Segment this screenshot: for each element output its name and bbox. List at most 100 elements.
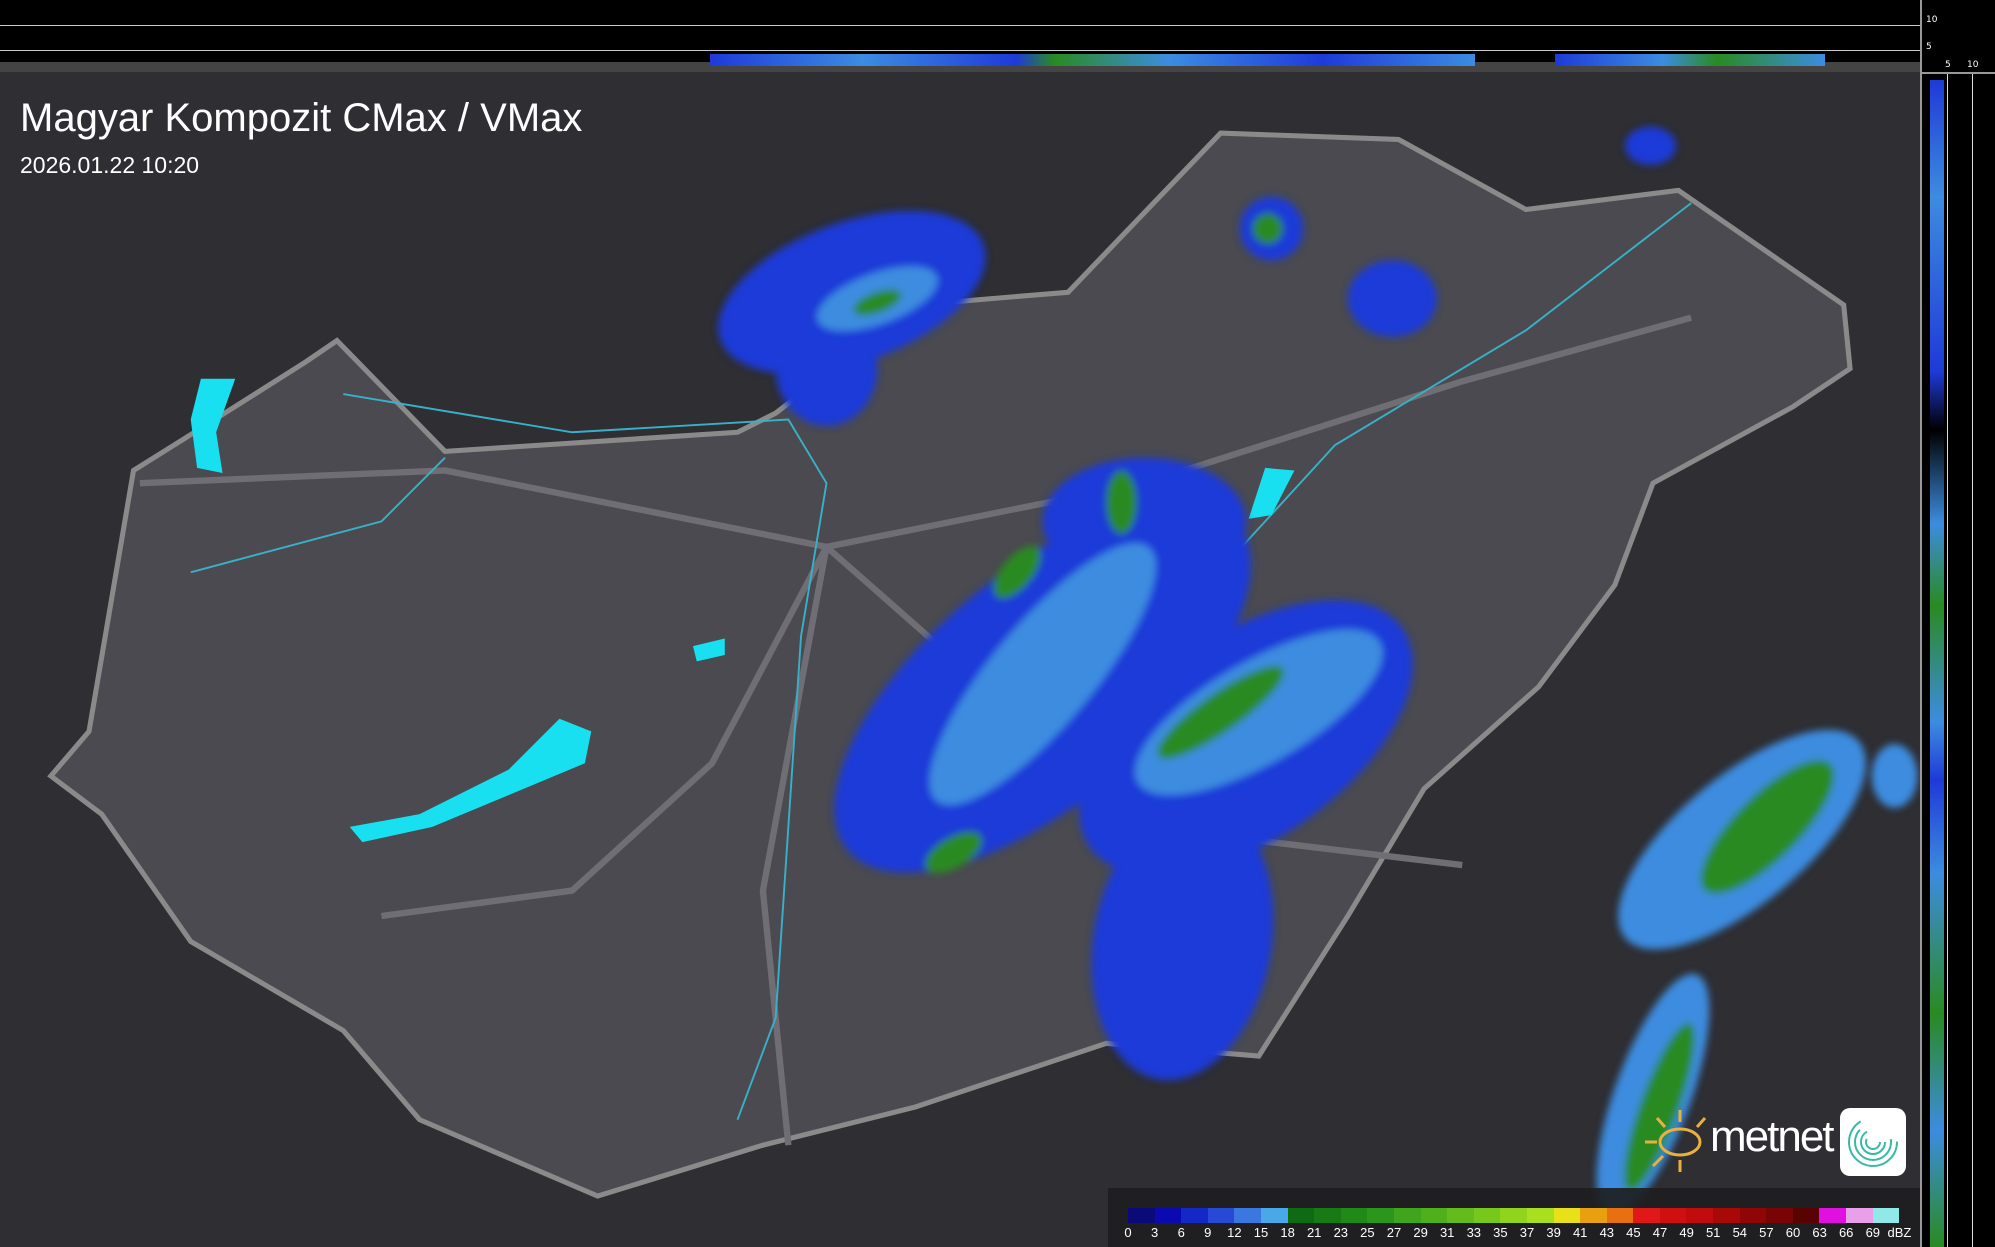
vertical-tick: 10 bbox=[1926, 15, 1938, 25]
legend-label: 6 bbox=[1177, 1225, 1185, 1240]
legend-label: 37 bbox=[1519, 1225, 1535, 1240]
legend-swatch bbox=[1340, 1208, 1368, 1223]
legend-swatch bbox=[1526, 1208, 1554, 1223]
legend-label: 45 bbox=[1626, 1225, 1641, 1240]
vertical-tick: 5 bbox=[1926, 42, 1932, 52]
metnet-logo: metnet bbox=[1635, 1100, 1915, 1180]
echo-weak bbox=[1091, 802, 1274, 1081]
echo-weak bbox=[1347, 260, 1437, 337]
legend-label: 3 bbox=[1150, 1225, 1159, 1240]
echo-mid bbox=[929, 543, 1156, 806]
legend-label: 9 bbox=[1204, 1225, 1212, 1240]
grid-line bbox=[0, 50, 1920, 51]
echo-weak bbox=[1042, 457, 1247, 586]
grid-line bbox=[1972, 74, 1973, 1247]
radar-echoes bbox=[718, 126, 1918, 1215]
legend-label: 25 bbox=[1360, 1225, 1375, 1240]
map-timestamp: 2026.01.22 10:20 bbox=[20, 152, 200, 178]
legend-swatch bbox=[1580, 1208, 1607, 1223]
grid-line bbox=[1922, 72, 1995, 74]
legend-label: 27 bbox=[1386, 1225, 1402, 1240]
legend-label: 18 bbox=[1280, 1225, 1295, 1240]
echo-strong bbox=[853, 289, 902, 316]
legend-swatch bbox=[1553, 1208, 1581, 1223]
legend-swatch bbox=[1420, 1208, 1448, 1223]
legend-swatch bbox=[1606, 1208, 1634, 1223]
legend-label: 35 bbox=[1493, 1225, 1508, 1240]
echo-strong bbox=[1700, 759, 1835, 894]
echo-weak bbox=[1871, 744, 1918, 808]
legend-swatch bbox=[1447, 1208, 1474, 1223]
legend-label: 69 bbox=[1865, 1225, 1881, 1240]
legend-swatch bbox=[1792, 1208, 1820, 1223]
legend-label: 63 bbox=[1812, 1225, 1827, 1240]
legend-swatch bbox=[1500, 1208, 1527, 1223]
legend-label: 49 bbox=[1679, 1225, 1694, 1240]
legend-swatch bbox=[1181, 1208, 1208, 1223]
echo-strong bbox=[1106, 470, 1137, 535]
legend-swatch bbox=[1846, 1208, 1873, 1223]
legend-swatch bbox=[1128, 1208, 1155, 1223]
legend-swatch bbox=[1686, 1208, 1714, 1223]
echo-weak bbox=[775, 311, 878, 426]
legend-swatch bbox=[1633, 1208, 1660, 1223]
legend-swatch bbox=[1872, 1208, 1900, 1223]
echo-strong bbox=[1624, 1022, 1695, 1191]
lakes bbox=[190, 378, 1295, 843]
legend-label: 41 bbox=[1572, 1225, 1588, 1240]
map-canvas bbox=[47, 126, 1918, 1215]
legend-label: 66 bbox=[1838, 1225, 1854, 1240]
legend-swatch bbox=[1766, 1208, 1793, 1223]
legend-label: 0 bbox=[1124, 1225, 1132, 1240]
echo-weak bbox=[1625, 126, 1676, 165]
legend-label: 57 bbox=[1759, 1225, 1774, 1240]
legend-label: 29 bbox=[1413, 1225, 1428, 1240]
map-title: Magyar Kompozit CMax / VMax bbox=[20, 96, 583, 140]
horizontal-tick: 5 bbox=[1945, 60, 1951, 70]
legend-label: 51 bbox=[1705, 1225, 1721, 1240]
legend-swatch bbox=[1819, 1208, 1847, 1223]
legend-swatch bbox=[1260, 1208, 1288, 1223]
legend-swatch bbox=[1739, 1208, 1767, 1223]
legend-unit: dBZ bbox=[1887, 1225, 1912, 1240]
profile-baseline bbox=[0, 62, 1920, 72]
legend-swatch bbox=[1473, 1208, 1501, 1223]
legend-label: 33 bbox=[1466, 1225, 1482, 1240]
legend-labels: 0 3 6 9 12 15 18 21 23 25 27 29 31 33 35 37 39 41 43 45 47 49… bbox=[1124, 1225, 1928, 1241]
sun-icon bbox=[1645, 1110, 1707, 1172]
lake-velence bbox=[692, 638, 725, 662]
lake-balaton bbox=[349, 718, 592, 843]
legend-swatch bbox=[1207, 1208, 1235, 1223]
right-profile-panel: 10 5 5 10 bbox=[1920, 0, 1995, 1247]
legend-label: 54 bbox=[1732, 1225, 1748, 1240]
legend-label: 60 bbox=[1785, 1225, 1801, 1240]
echo-strong bbox=[993, 546, 1041, 599]
legend-swatch bbox=[1314, 1208, 1341, 1223]
lake-tisza bbox=[1248, 467, 1295, 519]
legend-label: 23 bbox=[1333, 1225, 1349, 1240]
legend-label: 39 bbox=[1546, 1225, 1561, 1240]
legend-label: 15 bbox=[1253, 1225, 1269, 1240]
legend-label: 21 bbox=[1306, 1225, 1322, 1240]
grid-line bbox=[0, 25, 1920, 26]
legend-label: 12 bbox=[1227, 1225, 1242, 1240]
echo-strong bbox=[1252, 213, 1283, 244]
top-profile-strip bbox=[0, 0, 1920, 72]
profile-echo bbox=[710, 54, 1475, 66]
legend-label: 43 bbox=[1599, 1225, 1615, 1240]
legend-swatch bbox=[1287, 1208, 1315, 1223]
profile-echo bbox=[1555, 54, 1825, 66]
dbz-legend: 0 3 6 9 12 15 18 21 23 25 27 29 31 33 35 37 39 41 43 45 47 49… bbox=[1108, 1188, 1920, 1247]
legend-swatch bbox=[1367, 1208, 1394, 1223]
legend-label: 31 bbox=[1439, 1225, 1455, 1240]
echo-mid bbox=[1135, 629, 1383, 796]
legend-swatch bbox=[1234, 1208, 1261, 1223]
radar-map[interactable]: Magyar Kompozit CMax / VMax 2026.01.22 1… bbox=[0, 72, 1920, 1247]
legend-swatch bbox=[1154, 1208, 1182, 1223]
profile-echo bbox=[1930, 80, 1944, 1247]
legend-swatch bbox=[1659, 1208, 1687, 1223]
grid-line bbox=[1947, 74, 1948, 1247]
horizontal-tick: 10 bbox=[1967, 60, 1979, 70]
echo-strong bbox=[1157, 665, 1285, 759]
legend-swatch bbox=[1393, 1208, 1421, 1223]
